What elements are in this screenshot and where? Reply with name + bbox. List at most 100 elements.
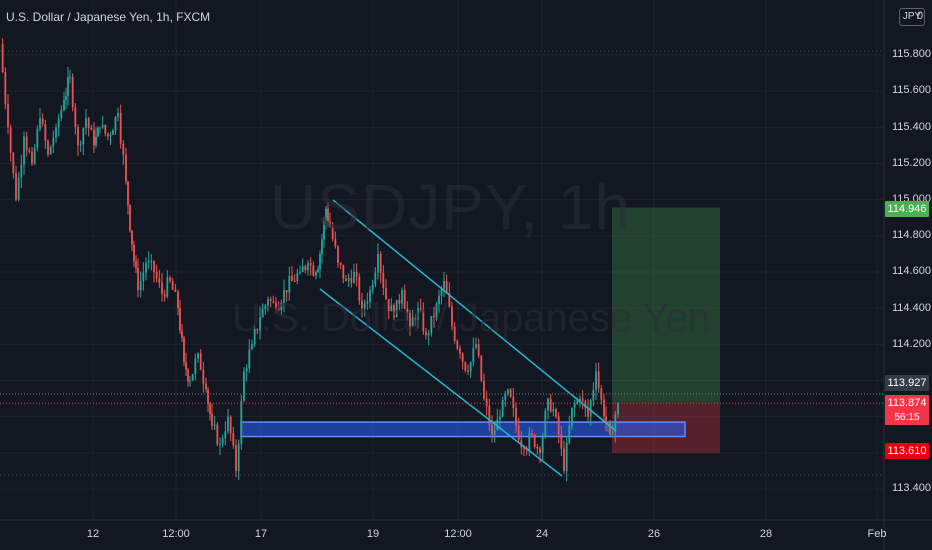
candle-body bbox=[419, 308, 422, 310]
candle-body bbox=[472, 347, 475, 363]
candle-body bbox=[57, 118, 60, 128]
candle-body bbox=[127, 181, 129, 205]
candle-body bbox=[216, 424, 219, 445]
candle-body bbox=[277, 308, 280, 311]
candle-body bbox=[350, 278, 353, 283]
candle-body bbox=[617, 403, 619, 415]
candle-body bbox=[71, 76, 74, 108]
candle-body bbox=[509, 389, 512, 397]
candle-body bbox=[9, 127, 12, 153]
high-price-tag: 113.927 bbox=[885, 375, 929, 391]
candle-body bbox=[395, 300, 398, 318]
candle-body bbox=[469, 362, 472, 372]
candle-body bbox=[117, 112, 119, 117]
time-tick-label: 24 bbox=[535, 528, 549, 540]
candle-body bbox=[17, 177, 20, 200]
candle-body bbox=[36, 128, 39, 148]
candle-body bbox=[20, 164, 23, 178]
candle-body bbox=[235, 445, 237, 471]
candle-body bbox=[312, 265, 315, 276]
candle-body bbox=[544, 410, 547, 438]
candle-body bbox=[371, 284, 374, 291]
candle-body bbox=[256, 328, 259, 331]
candle-body bbox=[171, 281, 174, 290]
candle-body bbox=[325, 208, 327, 221]
candle-body bbox=[382, 273, 385, 289]
time-tick-label: 26 bbox=[647, 528, 661, 540]
candle-body bbox=[7, 103, 9, 128]
candle-body bbox=[430, 315, 433, 334]
time-tick-label: Feb bbox=[867, 528, 887, 540]
candle-body bbox=[369, 290, 371, 302]
bar-countdown-tag: 56:15 bbox=[885, 411, 929, 425]
time-tick-label: 12:00 bbox=[444, 528, 472, 540]
candle-body bbox=[607, 421, 609, 424]
candle-body bbox=[109, 134, 112, 137]
candle-body bbox=[390, 305, 393, 312]
candle-body bbox=[433, 315, 435, 318]
candle-body bbox=[499, 416, 501, 420]
symbol-title[interactable]: U.S. Dollar / Japanese Yen, 1h, FXCM bbox=[6, 10, 211, 24]
candle-body bbox=[438, 295, 440, 304]
candle-body bbox=[557, 416, 560, 435]
candle-body bbox=[4, 72, 7, 104]
candle-body bbox=[504, 393, 507, 400]
candle-body bbox=[288, 276, 291, 293]
candle-body bbox=[552, 409, 555, 412]
candle-body bbox=[267, 299, 269, 306]
candle-body bbox=[600, 388, 603, 400]
candle-body bbox=[477, 344, 480, 356]
candle-body bbox=[119, 112, 122, 144]
candle-body bbox=[296, 272, 299, 282]
candle-body bbox=[202, 369, 205, 384]
candle-body bbox=[525, 449, 528, 451]
candle-body bbox=[345, 278, 347, 282]
candle-body bbox=[355, 272, 358, 277]
candle-body bbox=[501, 399, 504, 417]
candle-body bbox=[614, 414, 617, 433]
candle-body bbox=[211, 413, 213, 426]
candle-body bbox=[515, 408, 517, 426]
time-tick-label: 12 bbox=[86, 528, 100, 540]
candle-body bbox=[414, 317, 417, 321]
candle-body bbox=[129, 204, 131, 231]
candle-body bbox=[39, 118, 41, 129]
candle-body bbox=[547, 398, 549, 411]
candle-body bbox=[28, 150, 31, 152]
candle-body bbox=[563, 448, 565, 471]
candle-body bbox=[166, 277, 169, 297]
candle-body bbox=[147, 261, 150, 263]
candle-body bbox=[533, 434, 536, 447]
candle-body bbox=[379, 253, 382, 274]
candle-body bbox=[52, 137, 55, 147]
candle-body bbox=[304, 266, 307, 271]
candle-body bbox=[299, 272, 301, 273]
candle-body bbox=[485, 398, 488, 406]
candle-body bbox=[592, 389, 595, 401]
candle-body bbox=[587, 407, 589, 417]
candle-body bbox=[406, 308, 409, 314]
candle-body bbox=[541, 437, 544, 453]
candle-body bbox=[169, 277, 171, 282]
candle-body bbox=[179, 308, 181, 331]
candle-body bbox=[237, 443, 240, 471]
candle-body bbox=[435, 303, 438, 318]
candle-body bbox=[445, 281, 448, 294]
profit-zone bbox=[612, 207, 720, 404]
time-tick-label: 12:00 bbox=[162, 528, 190, 540]
candle-body bbox=[174, 289, 177, 292]
candle-body bbox=[131, 230, 133, 245]
candle-body bbox=[448, 293, 451, 307]
candle-body bbox=[41, 118, 44, 125]
candle-body bbox=[531, 433, 533, 435]
currency-selector[interactable]: JPY bbox=[899, 8, 925, 26]
candle-body bbox=[512, 396, 515, 409]
candle-body bbox=[15, 172, 17, 200]
candle-body bbox=[560, 434, 563, 449]
candle-body bbox=[366, 301, 369, 304]
candle-body bbox=[145, 262, 147, 273]
candle-body bbox=[12, 152, 15, 173]
candle-body bbox=[191, 374, 194, 381]
